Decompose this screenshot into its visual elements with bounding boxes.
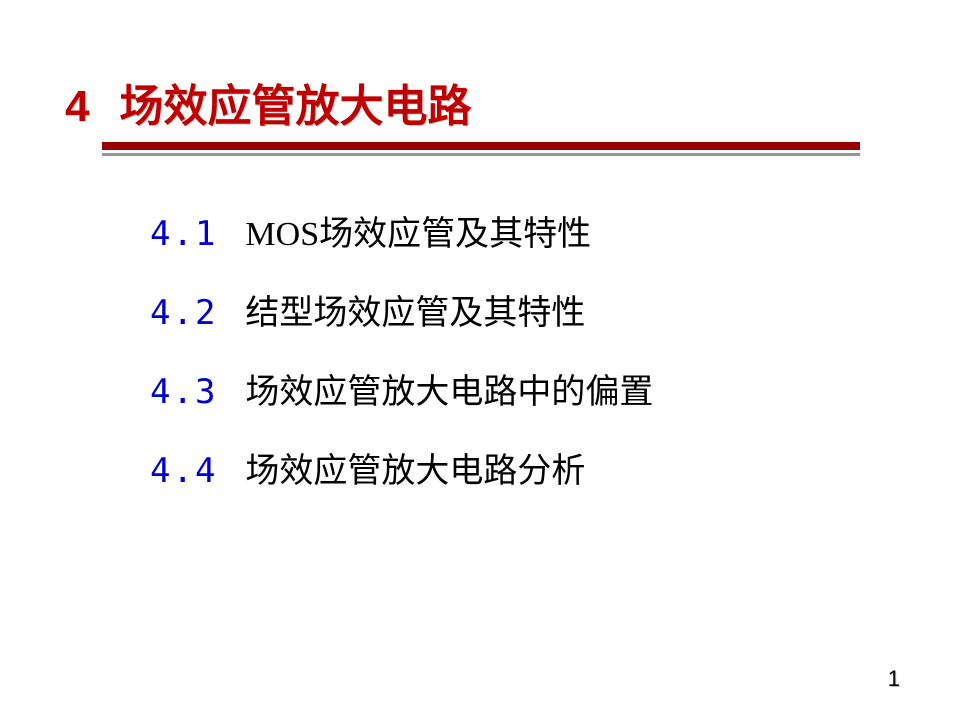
chapter-title: 场效应管放大电路 <box>119 70 471 134</box>
toc-item: 4.1 MOS场效应管及其特性 <box>150 206 910 255</box>
chapter-number: 4 <box>65 82 89 132</box>
toc-number: 4.2 <box>150 293 217 333</box>
divider-group <box>102 142 860 156</box>
page-number: 1 <box>888 666 900 692</box>
toc-item: 4.4 场效应管放大电路分析 <box>150 443 910 492</box>
toc-number: 4.1 <box>150 214 217 254</box>
title-row: 4 场效应管放大电路 <box>65 70 910 134</box>
toc-number: 4.4 <box>150 451 217 491</box>
toc-text: 场效应管放大电路中的偏置 <box>245 364 653 413</box>
toc-number: 4.3 <box>150 372 217 412</box>
toc-list: 4.1 MOS场效应管及其特性 4.2 结型场效应管及其特性 4.3 场效应管放… <box>150 206 910 492</box>
divider-gray <box>102 153 860 156</box>
toc-text: MOS场效应管及其特性 <box>245 206 591 255</box>
toc-item: 4.2 结型场效应管及其特性 <box>150 285 910 334</box>
slide-container: 4 场效应管放大电路 4.1 MOS场效应管及其特性 4.2 结型场效应管及其特… <box>0 0 960 720</box>
toc-text: 结型场效应管及其特性 <box>245 285 585 334</box>
toc-item: 4.3 场效应管放大电路中的偏置 <box>150 364 910 413</box>
toc-text: 场效应管放大电路分析 <box>245 443 585 492</box>
divider-red <box>102 142 860 150</box>
